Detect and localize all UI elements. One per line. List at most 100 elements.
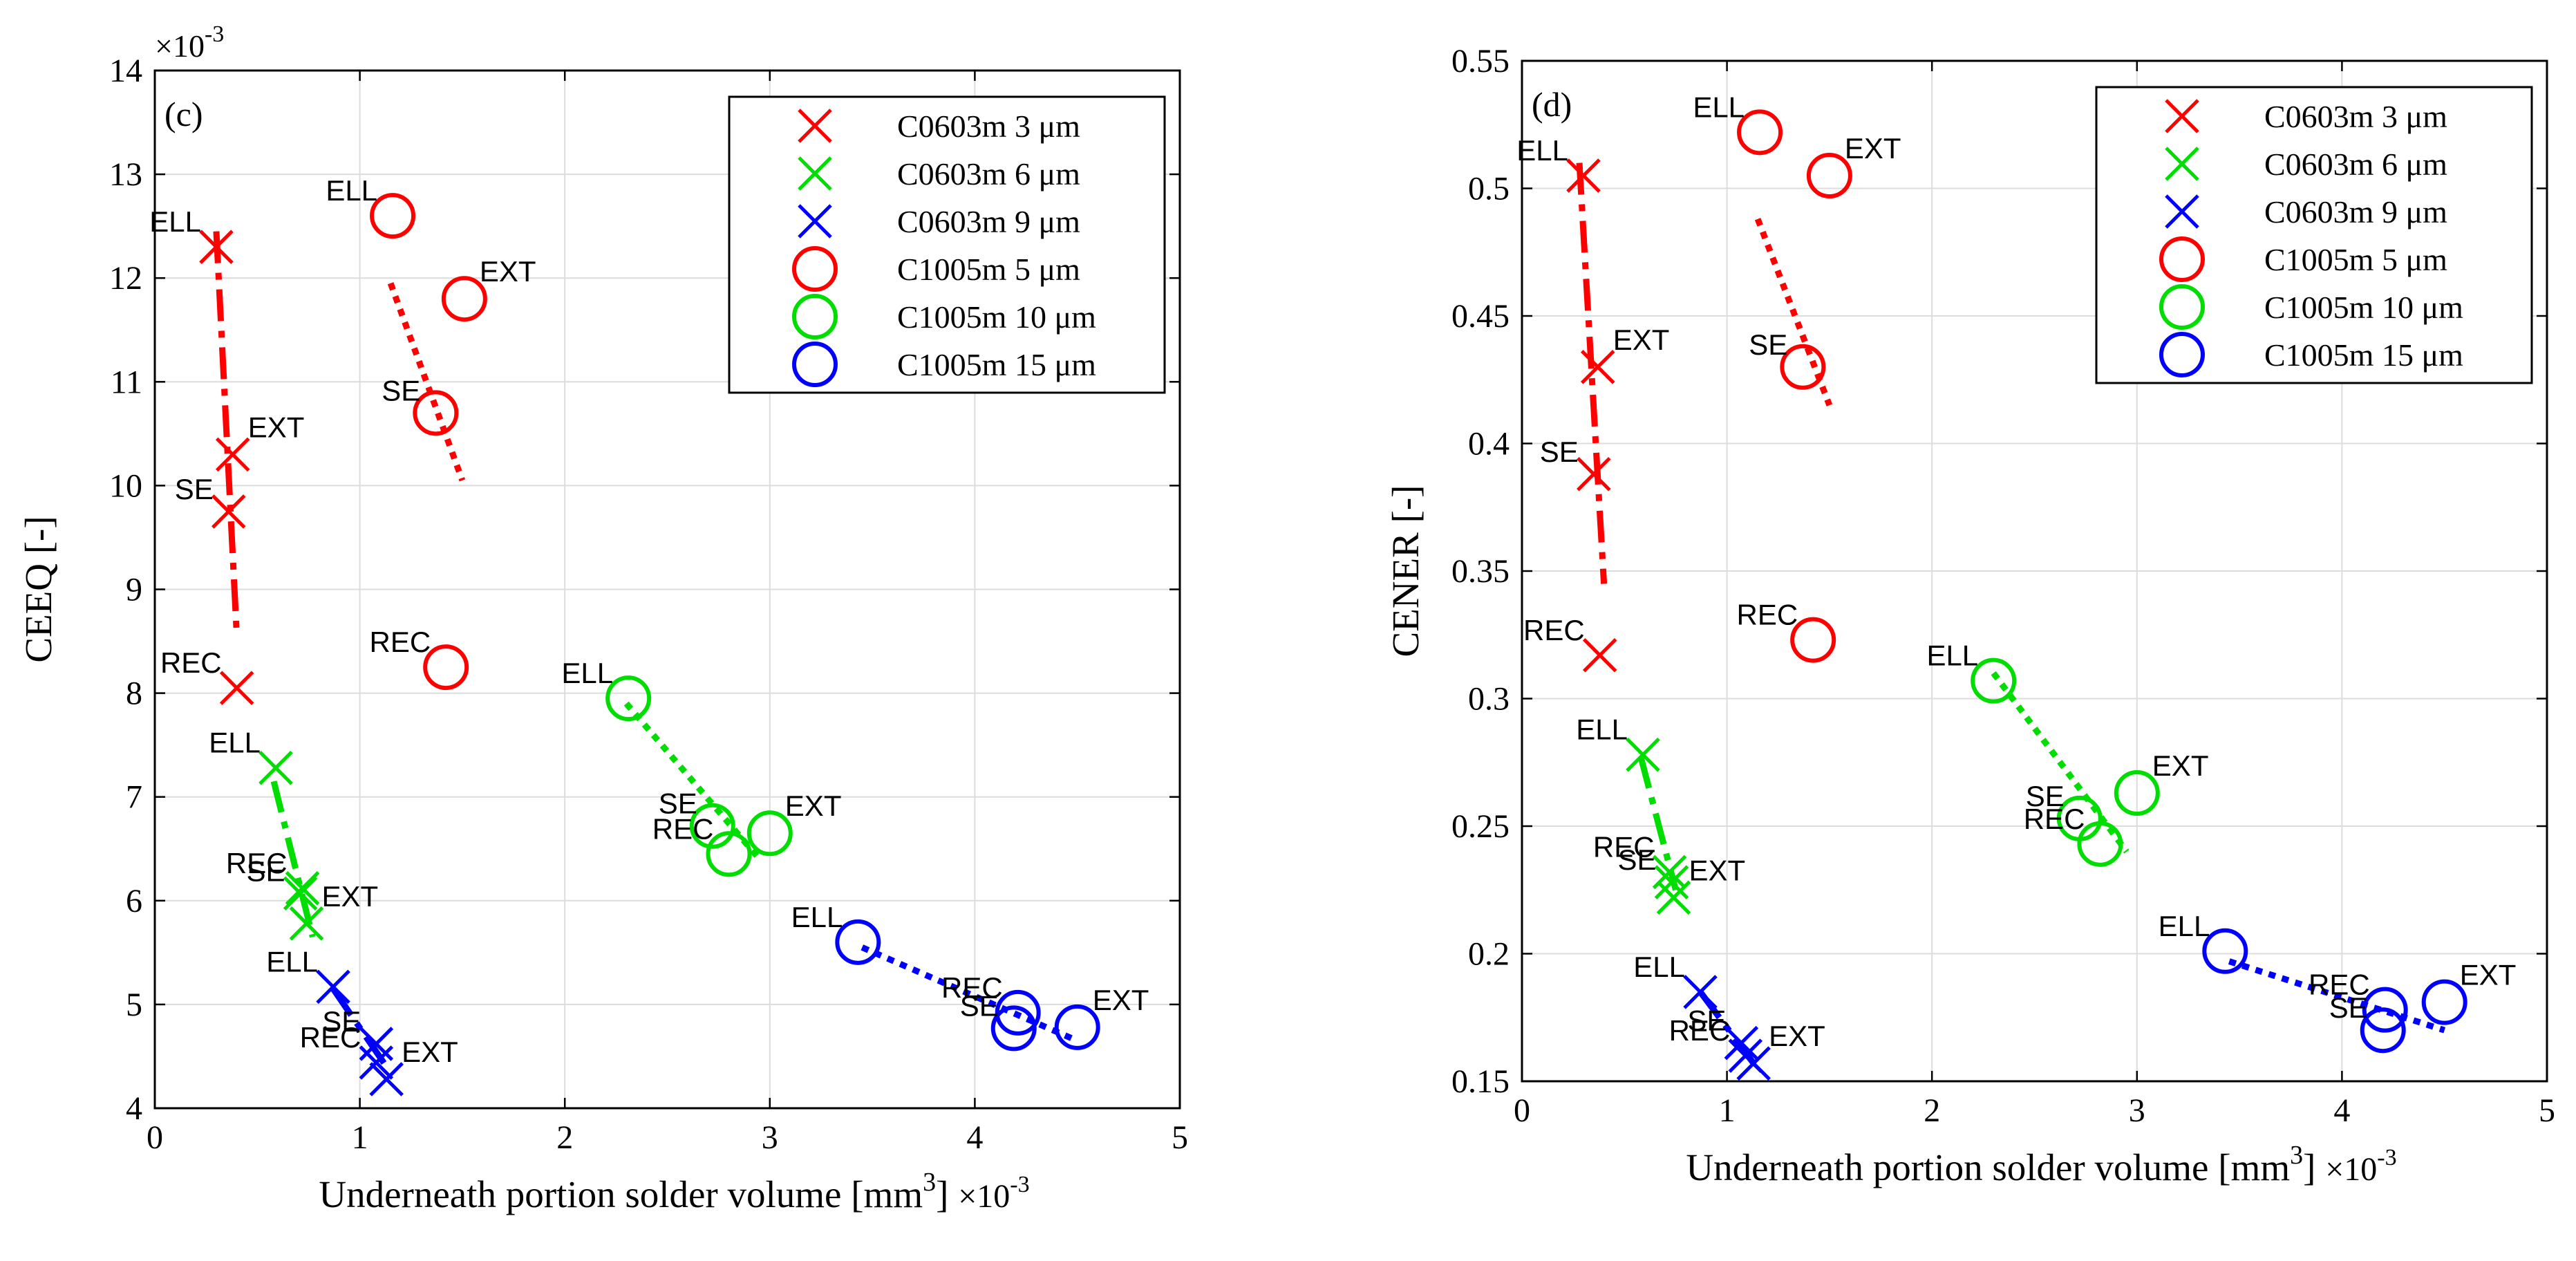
point-label: ELL [326, 174, 377, 207]
y-tick-label: 0.45 [1451, 298, 1510, 335]
legend-o-marker [2159, 284, 2205, 330]
y-tick-label: 12 [109, 260, 142, 297]
x-tick-label: 2 [1924, 1092, 1940, 1129]
x-marker [316, 969, 350, 1005]
legend-label: C1005m 5 μm [2264, 242, 2447, 277]
x-marker [1736, 1046, 1771, 1081]
point-label: EXT [1769, 1020, 1825, 1052]
o-marker [2421, 979, 2467, 1025]
x-marker [1724, 1025, 1759, 1061]
y-tick-label: 0.5 [1468, 171, 1510, 207]
point-label: REC [226, 847, 288, 879]
y-tick-label: 11 [111, 364, 142, 400]
legend-x-marker [798, 156, 832, 191]
legend-label: C1005m 10 μm [897, 299, 1096, 335]
legend-x-marker [2165, 194, 2199, 229]
legend-box [2095, 86, 2533, 384]
legend-o-marker [2159, 236, 2205, 282]
legend-label: C0603m 9 μm [897, 204, 1080, 239]
point-label: REC [1669, 1014, 1731, 1047]
legend-label: C0603m 6 μm [2264, 147, 2447, 182]
point-label: ELL [1693, 91, 1745, 123]
x-marker [359, 1045, 394, 1080]
x-marker [1626, 737, 1660, 772]
series-5: ELL REC EXT SE [791, 901, 1149, 1052]
y-tick-label: 8 [126, 675, 142, 712]
panel-d: 0 1 2 3 4 5 0.15 0.2 0.25 0.3 0.35 0.4 0.45 0.5 0.55 Un… [1384, 43, 2555, 1188]
point-label: REC [2024, 803, 2085, 835]
legend-o-marker [792, 294, 838, 339]
x-axis-label-part: 3 [923, 1168, 936, 1197]
point-label: SE [659, 787, 697, 820]
y-tick-label: 0.25 [1451, 808, 1510, 845]
o-marker [689, 803, 735, 849]
o-marker [2114, 770, 2160, 816]
point-label: REC [160, 646, 222, 679]
x-tick-label: 2 [556, 1119, 573, 1156]
point-label: SE [247, 854, 285, 887]
series-0: ELL EXT SE REC [1516, 134, 1670, 673]
x-multiplier-exp: -3 [2377, 1145, 2396, 1170]
point-label: SE [2329, 991, 2368, 1024]
point-label: ELL [209, 727, 261, 759]
point-label: EXT [321, 880, 378, 913]
point-label: EXT [2460, 959, 2517, 991]
point-label: SE [322, 1005, 361, 1038]
point-label: SE [960, 989, 999, 1022]
x-label-spacer [2315, 1146, 2325, 1188]
point-label: EXT [248, 411, 305, 443]
x-multiplier-base: ×10 [958, 1178, 1010, 1215]
legend-x-marker [2165, 99, 2199, 133]
o-marker [2077, 821, 2123, 867]
x-marker [1656, 880, 1691, 915]
x-marker [359, 1027, 394, 1061]
x-marker [289, 906, 324, 941]
legend-label: C0603m 3 μm [2264, 99, 2447, 134]
o-marker [1971, 657, 2017, 704]
x-label-spacer [948, 1173, 958, 1215]
trend-line [270, 781, 316, 938]
x-axis-label-part: Underneath portion solder volume [mm [1686, 1146, 2290, 1188]
legend-x-marker [798, 204, 832, 239]
point-label: EXT [1613, 324, 1670, 356]
o-marker [1790, 617, 1836, 663]
y-multiplier-base: ×10 [155, 28, 205, 64]
legend-label: C0603m 9 μm [2264, 194, 2447, 230]
x-marker [369, 1062, 404, 1096]
point-label: SE [1687, 1005, 1726, 1037]
x-marker [1577, 457, 1611, 492]
trend-line [1754, 218, 1833, 407]
x-marker [199, 230, 234, 264]
o-marker [370, 193, 416, 239]
point-label: ELL [266, 945, 318, 978]
point-label: EXT [1845, 132, 1901, 165]
x-tick-label: 4 [2333, 1092, 2350, 1129]
legend-x-marker [2165, 147, 2199, 181]
x-tick-label: 5 [2539, 1092, 2555, 1129]
trend-line [1637, 756, 1679, 891]
x-tick-label: 1 [352, 1119, 368, 1156]
y-tick-label: 14 [109, 53, 142, 89]
panel-label: (d) [1532, 85, 1572, 124]
point-label: REC [652, 812, 714, 845]
y-tick-label: 10 [109, 467, 142, 504]
trend-line [330, 987, 389, 1069]
point-label: EXT [402, 1036, 458, 1068]
x-marker [283, 876, 318, 911]
y-tick-label: 5 [126, 987, 142, 1023]
x-tick-label: 0 [1514, 1092, 1530, 1129]
point-label: REC [1523, 614, 1585, 646]
point-label: SE [1749, 328, 1787, 361]
o-marker [1806, 153, 1852, 199]
y-tick-label: 0.55 [1451, 43, 1510, 80]
x-marker [1580, 350, 1615, 384]
legend-label: C0603m 6 μm [897, 156, 1080, 192]
panel-label: (c) [164, 95, 203, 133]
legend-x-marker [798, 109, 832, 143]
point-label: ELL [2159, 910, 2210, 942]
